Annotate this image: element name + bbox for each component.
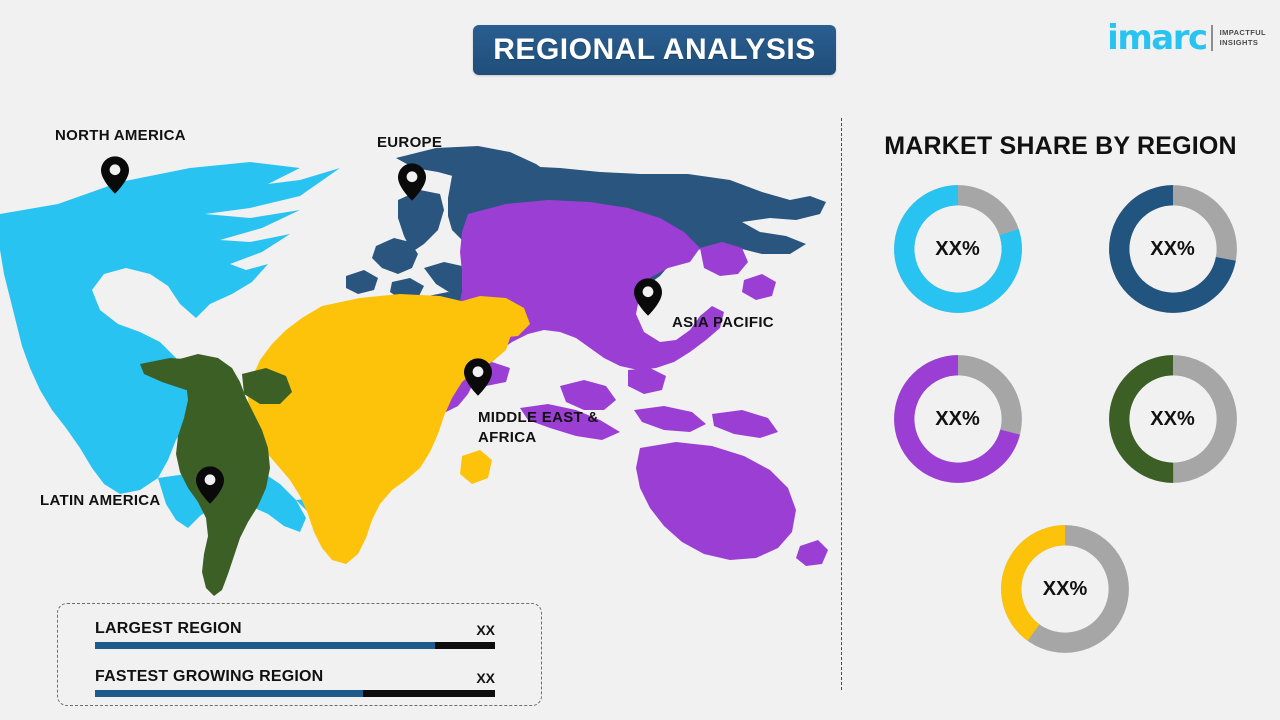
map-region-latin-america [140,354,292,596]
fastest-growing-region-fill [95,690,363,697]
largest-region-fill [95,642,435,649]
logo-divider [1210,25,1213,51]
map-pin-icon-north-america[interactable] [101,156,129,194]
fastest-growing-region-track [95,690,495,697]
map-label-latin-america: LATIN AMERICA [40,492,161,509]
map-label-europe: EUROPE [377,134,443,151]
map-pin-icon-middle-east-africa[interactable] [464,358,492,396]
fastest-growing-region-label: FASTEST GROWING REGION [95,668,324,685]
largest-region-value: XX [476,622,495,638]
map-pin-icon-latin-america[interactable] [196,466,224,504]
map-label-middle-east-africa: MIDDLE EAST & AFRICA [478,409,599,447]
donut-chart-north-america[interactable]: XX% [887,178,1029,320]
largest-region-track [95,642,495,649]
brand-logo: imarc IMPACTFUL INSIGHTS [1107,18,1266,58]
world-map [0,118,830,598]
logo-wordmark: imarc [1107,18,1208,58]
section-divider [841,118,842,690]
page-title: REGIONAL ANALYSIS [493,33,816,66]
donut-chart-latin-america[interactable]: XX% [1102,348,1244,490]
largest-region-label: LARGEST REGION [95,620,242,637]
fastest-growing-region-row: FASTEST GROWING REGION XX [95,668,495,697]
donut-label-asia-pacific: XX% [935,407,980,430]
map-label-north-america: NORTH AMERICA [55,127,186,144]
fastest-growing-region-value: XX [476,670,495,686]
donut-chart-europe[interactable]: XX% [1102,178,1244,320]
donut-label-north-america: XX% [935,237,980,260]
donut-chart-asia-pacific[interactable]: XX% [887,348,1029,490]
map-label-asia-pacific: ASIA PACIFIC [672,314,774,331]
logo-tagline-line1: IMPACTFUL [1219,27,1266,37]
map-pin-icon-asia-pacific[interactable] [634,278,662,316]
donut-label-middle-east-africa: XX% [1042,577,1088,600]
donut-label-europe: XX% [1150,237,1195,260]
market-share-title: MARKET SHARE BY REGION [884,132,1237,160]
donut-chart-group: XX% XX% XX% XX% XX% [860,178,1270,688]
donut-row-3: XX% [860,518,1270,660]
page-title-badge: REGIONAL ANALYSIS [473,25,836,75]
donut-label-latin-america: XX% [1150,407,1195,430]
map-region-asia-pacific [416,200,828,566]
logo-tagline-line2: INSIGHTS [1219,38,1259,47]
largest-region-row: LARGEST REGION XX [95,620,495,649]
logo-tagline: IMPACTFUL INSIGHTS [1220,28,1266,48]
donut-chart-middle-east-africa[interactable]: XX% [994,518,1136,660]
map-pin-icon-europe[interactable] [398,163,426,201]
donut-row-2: XX% XX% [860,348,1270,490]
region-summary-box: LARGEST REGION XX FASTEST GROWING REGION… [57,603,542,706]
donut-row-1: XX% XX% [860,178,1270,320]
map-region-middle-east-africa [248,294,530,564]
